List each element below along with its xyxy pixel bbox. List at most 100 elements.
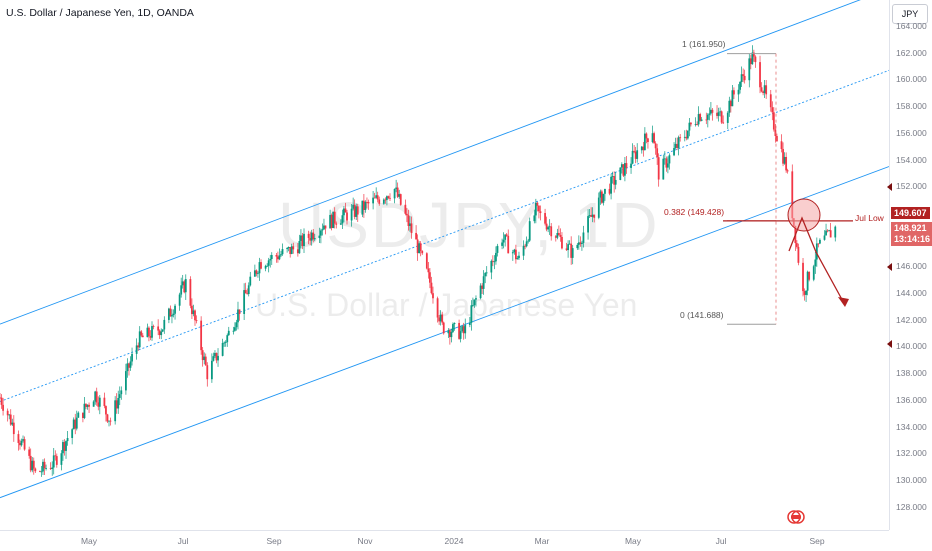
candle-body <box>20 440 23 446</box>
fib-382-label: 0.382 (149.428) <box>664 207 725 217</box>
candle-body <box>17 434 20 443</box>
candle-body <box>737 89 740 95</box>
candle-body <box>200 320 203 351</box>
candle-body <box>581 242 583 244</box>
candle-body <box>604 188 606 194</box>
candle-body <box>705 119 708 121</box>
candle-body <box>128 363 130 368</box>
candle-body <box>441 314 444 323</box>
candle-body <box>662 158 665 180</box>
candle-body <box>238 309 241 314</box>
candle-body <box>462 326 465 334</box>
candle-body <box>39 471 41 472</box>
time-tick-label: May <box>80 536 98 546</box>
candle-body <box>206 365 209 380</box>
candle-body <box>427 268 430 273</box>
candle-body <box>557 232 560 235</box>
candle-body <box>171 315 173 317</box>
candle-body <box>108 420 110 422</box>
candle-body <box>711 109 714 113</box>
candle-body <box>668 155 671 164</box>
candle-body <box>126 363 129 372</box>
channel-upper-line <box>0 0 861 325</box>
candle-body <box>410 223 413 233</box>
candle-body <box>152 326 155 327</box>
candle-body <box>344 208 347 213</box>
candle-body <box>51 467 54 469</box>
candle-body <box>244 290 247 294</box>
candle-body <box>608 188 611 194</box>
candle-body <box>32 460 35 469</box>
candle-body <box>731 90 734 107</box>
candle-body <box>706 114 709 120</box>
candle-body <box>376 195 379 200</box>
symbol-title[interactable]: U.S. Dollar / Japanese Yen, 1D, OANDA <box>6 7 194 19</box>
time-tick-label: May <box>624 536 642 546</box>
time-tick-label: Mar <box>534 536 550 546</box>
candle-body <box>346 212 348 221</box>
candle-body <box>333 211 336 224</box>
candle-body <box>237 309 239 323</box>
candle-body <box>40 471 43 473</box>
chart-plot-area[interactable]: USDJPY, 1D U.S. Dollar / Japanese Yen U.… <box>0 0 889 530</box>
fib-low-label: 0 (141.688) <box>680 310 724 320</box>
candle-body <box>762 91 764 94</box>
time-tick-label: Sep <box>266 536 282 546</box>
candle-body <box>536 202 539 206</box>
candle-body <box>117 397 120 409</box>
candle-body <box>464 324 467 334</box>
candle-body <box>771 107 774 113</box>
highlight-circle <box>787 198 821 232</box>
candle-body <box>600 191 603 203</box>
candle-body <box>657 157 660 180</box>
candle-body <box>160 331 163 336</box>
candle-body <box>501 242 503 246</box>
candle-body <box>533 215 536 222</box>
currency-button[interactable]: JPY <box>892 4 928 24</box>
candle-body <box>151 326 153 338</box>
candle-body <box>63 442 66 451</box>
candle-body <box>719 111 722 113</box>
candle-body <box>636 150 639 159</box>
candle-body <box>729 100 732 107</box>
candle-body <box>614 179 617 185</box>
candle-body <box>270 255 273 260</box>
time-tick-label: Nov <box>357 536 373 546</box>
price-tick-label: 156.000 <box>896 127 927 138</box>
candle-body <box>642 146 645 151</box>
candle-body <box>313 238 316 240</box>
candle-body <box>77 412 80 418</box>
candle-body <box>624 163 626 176</box>
candle-body <box>266 265 269 267</box>
candle-body <box>825 230 827 236</box>
candle-body <box>312 232 315 240</box>
candle-body <box>140 331 143 336</box>
chart-canvas[interactable] <box>0 0 889 530</box>
candle-body <box>319 230 322 236</box>
candle-body <box>722 122 725 124</box>
candle-body <box>548 226 551 228</box>
candle-body <box>0 397 1 399</box>
candle-body <box>148 327 150 337</box>
candle-body <box>52 455 55 468</box>
candle-body <box>201 350 204 361</box>
candle-body <box>350 208 353 221</box>
tradingview-logo-icon[interactable] <box>787 510 807 524</box>
candle-body <box>71 429 74 438</box>
candle-body <box>450 331 453 338</box>
candle-body <box>452 324 454 332</box>
candle-body <box>118 394 121 398</box>
candle-body <box>502 239 505 243</box>
candle-body <box>475 298 477 300</box>
projection-arrow-icon <box>838 297 849 307</box>
price-tick-label: 146.000 <box>896 261 927 272</box>
candle-body <box>683 136 686 138</box>
candle-body <box>286 248 289 250</box>
price-axis[interactable] <box>889 0 932 530</box>
fib-high-label: 1 (161.950) <box>682 39 726 49</box>
candle-body <box>470 305 473 323</box>
time-axis[interactable] <box>0 530 889 551</box>
candle-body <box>95 391 98 403</box>
candle-body <box>343 208 345 216</box>
